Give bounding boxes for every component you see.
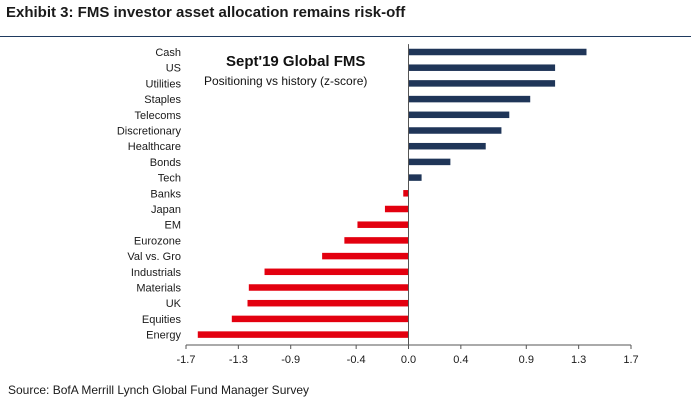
source-note: Source: BofA Merrill Lynch Global Fund M… xyxy=(8,383,310,397)
chart-title: Sept'19 Global FMS xyxy=(226,53,365,70)
category-label-cash: Cash xyxy=(155,47,181,59)
bar-healthcare xyxy=(408,142,486,150)
x-tick-label: 0.9 xyxy=(519,354,534,366)
category-label-eurozone: Eurozone xyxy=(134,235,181,247)
category-label-bonds: Bonds xyxy=(150,157,182,169)
category-label-industrials: Industrials xyxy=(131,267,182,279)
exhibit-title: Exhibit 3: FMS investor asset allocation… xyxy=(6,4,406,21)
category-label-em: EM xyxy=(165,220,182,232)
category-label-energy: Energy xyxy=(146,330,181,342)
category-label-tech: Tech xyxy=(158,173,181,185)
category-label-healthcare: Healthcare xyxy=(128,141,181,153)
category-label-materials: Materials xyxy=(136,283,181,295)
bar-bonds xyxy=(408,158,451,166)
category-label-banks: Banks xyxy=(150,188,181,200)
x-tick-label: -0.4 xyxy=(347,354,366,366)
bar-uk xyxy=(247,299,409,307)
title-rule xyxy=(0,36,691,37)
x-tick-label: -1.3 xyxy=(229,354,248,366)
bar-materials xyxy=(248,284,409,291)
x-tick-label: 1.3 xyxy=(571,354,586,366)
bar-us xyxy=(408,64,556,71)
bars-group xyxy=(197,48,587,338)
category-label-telecoms: Telecoms xyxy=(135,110,182,122)
x-tick-label: 1.7 xyxy=(623,354,638,366)
bar-discretionary xyxy=(408,127,502,134)
bar-staples xyxy=(408,95,531,103)
bar-industrials xyxy=(264,268,409,276)
category-label-utilities: Utilities xyxy=(146,78,182,90)
category-label-japan: Japan xyxy=(151,204,181,216)
category-label-equities: Equities xyxy=(142,314,182,326)
bar-japan xyxy=(384,205,409,213)
bar-cash xyxy=(408,48,587,56)
x-tick-label: 0.0 xyxy=(401,354,416,366)
bar-energy xyxy=(197,331,409,338)
bar-equities xyxy=(231,315,409,323)
x-tick-label: 0.4 xyxy=(453,354,468,366)
x-tick-label: -0.9 xyxy=(281,354,300,366)
bar-telecoms xyxy=(408,111,510,119)
bar-utilities xyxy=(408,80,556,87)
bar-eurozone xyxy=(344,237,409,244)
bar-tech xyxy=(408,174,422,181)
chart-subtitle: Positioning vs history (z-score) xyxy=(204,74,367,88)
bar-banks xyxy=(403,190,409,197)
category-labels: Cash US Utilities Staples Telecoms Discretion… xyxy=(117,47,182,342)
category-label-uk: UK xyxy=(166,298,182,310)
category-label-val-vs-gro: Val vs. Gro xyxy=(127,251,181,263)
bar-em xyxy=(357,221,409,228)
x-tick-label: -1.7 xyxy=(177,354,196,366)
category-label-discretionary: Discretionary xyxy=(117,126,182,138)
bar-chart: Cash US Utilities Staples Telecoms Discretion… xyxy=(117,44,639,366)
bar-val-vs-gro xyxy=(322,252,409,260)
x-axis: -1.7 -1.3 -0.9 -0.4 0.0 0.4 0.9 1.3 1.7 xyxy=(177,44,639,366)
category-label-us: US xyxy=(166,63,181,75)
category-label-staples: Staples xyxy=(144,94,181,106)
